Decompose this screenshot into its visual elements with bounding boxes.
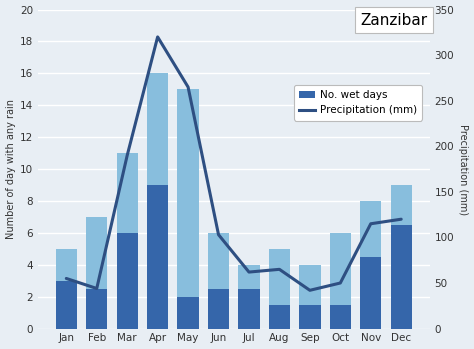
Bar — [391, 185, 412, 328]
Bar — [360, 257, 382, 328]
Bar — [360, 201, 382, 328]
Bar — [147, 185, 168, 328]
Bar — [117, 233, 138, 328]
Legend: No. wet days, Precipitation (mm): No. wet days, Precipitation (mm) — [294, 85, 422, 120]
Bar — [55, 249, 77, 328]
Y-axis label: Number of day with any rain: Number of day with any rain — [6, 99, 16, 239]
Bar — [269, 305, 290, 328]
Bar — [86, 289, 108, 328]
Text: Zanzibar: Zanzibar — [361, 13, 428, 28]
Bar — [329, 305, 351, 328]
Bar — [147, 73, 168, 328]
Bar — [177, 297, 199, 328]
Bar — [86, 217, 108, 328]
Bar — [238, 265, 260, 328]
Bar — [208, 289, 229, 328]
Bar — [238, 289, 260, 328]
Bar — [299, 265, 320, 328]
Bar — [208, 233, 229, 328]
Bar — [177, 89, 199, 328]
Bar — [391, 225, 412, 328]
Bar — [269, 249, 290, 328]
Y-axis label: Precipitation (mm): Precipitation (mm) — [458, 124, 468, 215]
Bar — [55, 281, 77, 328]
Bar — [117, 153, 138, 328]
Bar — [299, 305, 320, 328]
Bar — [329, 233, 351, 328]
